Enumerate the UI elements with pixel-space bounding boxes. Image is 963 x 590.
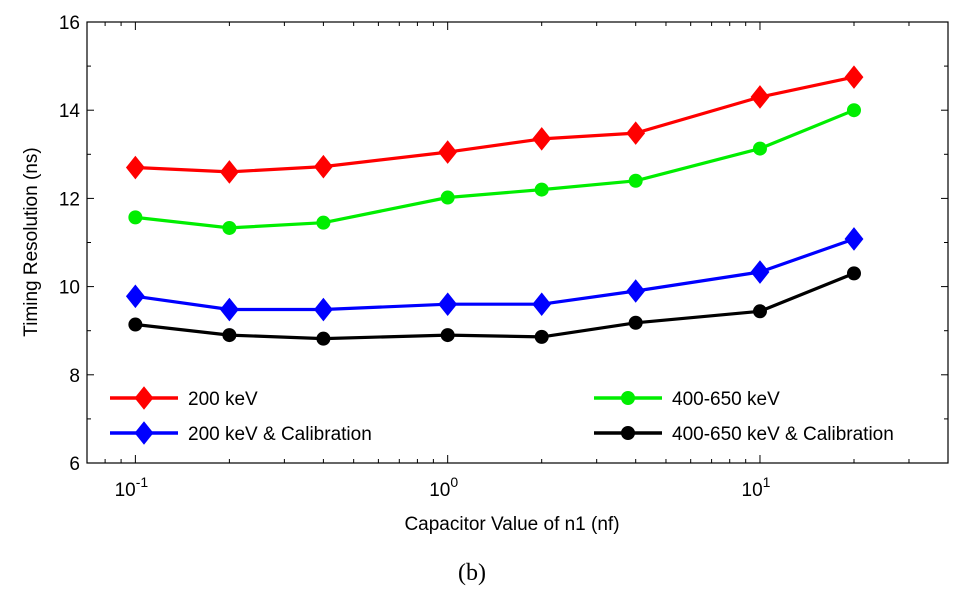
series-3-point xyxy=(628,315,643,330)
y-tick-label: 10 xyxy=(59,278,80,299)
series-3-point xyxy=(440,328,455,343)
legend-label: 200 keV xyxy=(188,389,258,410)
x-tick-label: 101 xyxy=(742,474,771,501)
series-line-1 xyxy=(135,108,855,230)
y-axis-label: Timing Resolution (ns) xyxy=(21,147,42,336)
series-line-2 xyxy=(135,237,855,312)
series-3-point xyxy=(316,331,331,346)
series-3-point xyxy=(534,329,549,344)
legend-swatch-marker xyxy=(621,426,635,440)
x-tick-label: 10-1 xyxy=(115,474,149,501)
series-3-point xyxy=(752,304,767,319)
series-1-point xyxy=(316,215,331,230)
series-1-point xyxy=(128,210,143,225)
series-1-point xyxy=(222,220,237,235)
x-tick-base: 10 xyxy=(742,480,763,501)
series-1-point xyxy=(534,182,549,197)
figure-caption: (b) xyxy=(458,560,486,586)
series-0-point xyxy=(125,155,145,180)
series-0-point xyxy=(219,160,239,184)
x-tick-exponent: 1 xyxy=(763,474,771,490)
series-2-point xyxy=(313,297,333,322)
y-tick-label: 8 xyxy=(69,366,80,387)
series-3-point xyxy=(846,266,861,281)
legend-label: 200 keV & Calibration xyxy=(188,424,372,445)
series-0-point xyxy=(626,121,646,145)
x-tick-exponent: -1 xyxy=(136,474,149,490)
series-line-3 xyxy=(135,271,855,341)
series-2-point xyxy=(125,284,145,309)
series-3-point xyxy=(222,328,237,343)
series-1-point xyxy=(628,173,643,188)
legend: 200 keV 200 keV & Calibration 400-650 keV 4… xyxy=(110,386,894,445)
series-0-point xyxy=(532,127,552,151)
x-tick-label: 100 xyxy=(429,474,458,501)
series-2-point xyxy=(844,227,864,251)
series-0-point xyxy=(438,140,458,164)
y-tick-label: 14 xyxy=(59,101,81,122)
legend-swatch-marker xyxy=(134,386,154,410)
x-tick-base: 10 xyxy=(429,480,450,501)
series-2-point xyxy=(219,297,239,322)
x-tick-exponent: 0 xyxy=(450,474,458,490)
series-line-0 xyxy=(135,75,855,174)
series-markers xyxy=(125,65,864,346)
legend-swatch-marker xyxy=(134,421,154,445)
x-tick-base: 10 xyxy=(115,480,136,501)
y-tick-label: 12 xyxy=(59,189,80,210)
series-2-point xyxy=(532,292,552,317)
series-1-point xyxy=(752,141,767,156)
series-2-point xyxy=(750,260,770,284)
y-tick-label: 6 xyxy=(69,454,80,475)
legend-label: 400-650 keV & Calibration xyxy=(672,424,894,445)
y-tick-label: 16 xyxy=(59,13,80,34)
series-0-point xyxy=(844,65,864,89)
x-axis-label: Capacitor Value of n1 (nf) xyxy=(404,514,619,535)
series-lines xyxy=(135,75,855,341)
legend-label: 400-650 keV xyxy=(672,389,780,410)
series-2-point xyxy=(626,279,646,303)
series-2-point xyxy=(438,292,458,317)
series-1-point xyxy=(846,103,861,118)
series-0-point xyxy=(750,85,770,109)
series-3-point xyxy=(128,317,143,332)
series-0-point xyxy=(313,154,333,179)
series-1-point xyxy=(440,190,455,205)
legend-swatch-marker xyxy=(621,391,635,405)
